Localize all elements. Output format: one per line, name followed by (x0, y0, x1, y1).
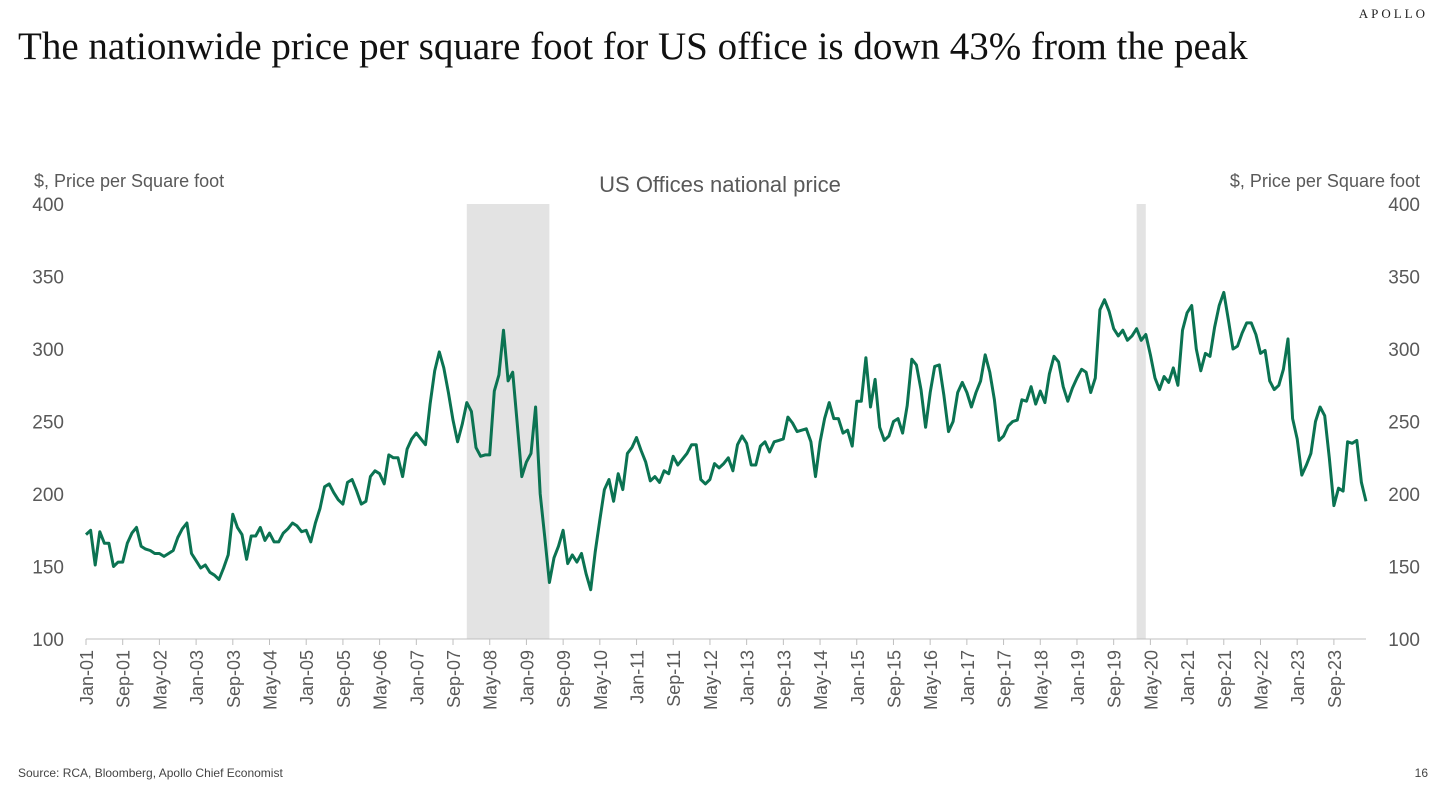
x-tick-Sep-17: Sep-17 (995, 650, 1015, 708)
x-tick-Jan-15: Jan-15 (848, 650, 868, 705)
x-tick-Sep-13: Sep-13 (774, 650, 794, 708)
y-axis-ticks: 100 100 150 150 200 200 250 250 300 300 350 350 400 4… (32, 195, 1420, 651)
x-tick-May-16: May-16 (921, 650, 941, 710)
x-tick-Sep-03: Sep-03 (224, 650, 244, 708)
x-axis-ticks: Jan-01 Sep-01 May-02 Jan-03 Sep-03 May-04 Jan-… (77, 639, 1345, 710)
brand-logo: APOLLO (1358, 6, 1428, 21)
x-tick-Jan-13: Jan-13 (738, 650, 758, 705)
x-tick-Sep-07: Sep-07 (444, 650, 464, 708)
source-note: Source: RCA, Bloomberg, Apollo Chief Eco… (18, 766, 283, 780)
y-tick-left-300: 300 (32, 340, 64, 361)
right-axis-label: $, Price per Square foot (1230, 171, 1420, 191)
x-tick-May-02: May-02 (150, 650, 170, 710)
y-tick-left-100: 100 (32, 630, 64, 651)
x-tick-Sep-09: Sep-09 (554, 650, 574, 708)
y-tick-left-400: 400 (32, 195, 64, 216)
recession-shading-group (466, 204, 1146, 639)
x-tick-Sep-11: Sep-11 (664, 650, 684, 707)
y-tick-left-250: 250 (32, 413, 64, 434)
x-tick-Sep-19: Sep-19 (1105, 650, 1125, 708)
y-tick-left-200: 200 (32, 485, 64, 506)
y-tick-left-350: 350 (32, 268, 64, 289)
series-line-us-offices (84, 290, 1368, 592)
x-tick-Jan-03: Jan-03 (187, 650, 207, 705)
y-tick-right-350: 350 (1388, 268, 1420, 289)
y-tick-right-150: 150 (1388, 558, 1420, 579)
x-tick-May-22: May-22 (1251, 650, 1271, 710)
page-number: 16 (1414, 766, 1428, 780)
x-tick-Sep-21: Sep-21 (1215, 650, 1235, 708)
x-tick-Jan-17: Jan-17 (958, 650, 978, 705)
x-tick-Jan-01: Jan-01 (77, 650, 97, 705)
y-tick-right-250: 250 (1388, 413, 1420, 434)
y-tick-right-200: 200 (1388, 485, 1420, 506)
headline: The nationwide price per square foot for… (18, 25, 1248, 68)
x-tick-May-12: May-12 (701, 650, 721, 710)
x-tick-May-18: May-18 (1031, 650, 1051, 710)
x-tick-May-06: May-06 (371, 650, 391, 710)
x-tick-Jan-21: Jan-21 (1178, 650, 1198, 705)
x-tick-Jan-23: Jan-23 (1288, 650, 1308, 705)
x-tick-May-04: May-04 (261, 650, 281, 710)
x-tick-Sep-23: Sep-23 (1325, 650, 1345, 708)
x-tick-Sep-15: Sep-15 (884, 650, 904, 708)
x-tick-May-10: May-10 (591, 650, 611, 710)
x-tick-Sep-01: Sep-01 (114, 650, 134, 708)
y-tick-right-100: 100 (1388, 630, 1420, 651)
x-tick-Jan-09: Jan-09 (517, 650, 537, 705)
y-tick-right-400: 400 (1388, 195, 1420, 216)
y-tick-right-300: 300 (1388, 340, 1420, 361)
chart-title: US Offices national price (599, 172, 841, 197)
x-tick-May-08: May-08 (481, 650, 501, 710)
x-tick-Jan-19: Jan-19 (1068, 650, 1088, 705)
x-tick-Jan-05: Jan-05 (297, 650, 317, 705)
recession-band-2 (1136, 204, 1146, 639)
left-axis-label: $, Price per Square foot (34, 171, 224, 191)
y-tick-left-150: 150 (32, 558, 64, 579)
x-tick-Sep-05: Sep-05 (334, 650, 354, 708)
x-tick-May-14: May-14 (811, 650, 831, 710)
x-tick-May-20: May-20 (1141, 650, 1161, 710)
x-tick-Jan-11: Jan-11 (628, 650, 648, 704)
x-tick-Jan-07: Jan-07 (407, 650, 427, 705)
